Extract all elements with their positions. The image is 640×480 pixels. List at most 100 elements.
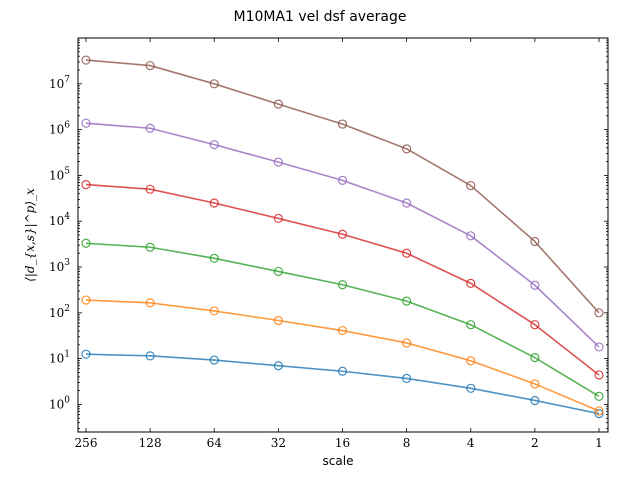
data-point [145, 123, 155, 133]
data-point [273, 315, 283, 326]
data-point [466, 278, 476, 288]
data-point [81, 238, 91, 248]
y-tick-label-exponent: 6 [64, 121, 70, 131]
data-point [273, 99, 283, 109]
data-point [402, 373, 412, 383]
y-tick-label-exponent: 0 [64, 395, 70, 405]
series-1 [81, 295, 604, 416]
x-tick-label: 128 [139, 436, 162, 450]
data-point [466, 383, 476, 393]
data-point [530, 236, 540, 247]
series-line [85, 242, 600, 398]
data-point [530, 353, 540, 363]
y-tick-label-base: 10 [49, 168, 64, 182]
chart-title: M10MA1 vel dsf average [233, 9, 406, 25]
y-tick-label-base: 10 [49, 306, 64, 320]
series-4 [81, 118, 604, 352]
data-point [81, 55, 91, 65]
data-point [530, 280, 540, 290]
y-tick-label-exponent: 7 [64, 75, 70, 85]
y-tick-label-base: 10 [49, 260, 64, 274]
y-tick-label: 100 [49, 395, 70, 411]
series-line [85, 299, 600, 412]
data-point [81, 180, 91, 190]
y-tick-label-base: 10 [49, 77, 64, 91]
data-point [145, 351, 155, 361]
y-tick-label-base: 10 [49, 123, 64, 137]
y-tick-label-exponent: 1 [64, 350, 70, 360]
data-point [530, 320, 540, 330]
y-tick-label-exponent: 5 [64, 166, 70, 176]
data-point [337, 175, 348, 185]
y-ticks [78, 37, 608, 429]
data-point [337, 229, 348, 239]
data-point [337, 280, 348, 290]
data-point [466, 231, 476, 241]
data-point [209, 140, 219, 150]
data-point [594, 409, 604, 419]
data-point [402, 144, 412, 154]
data-point [273, 213, 283, 224]
data-point [145, 184, 155, 194]
x-tick-label: 64 [207, 436, 223, 450]
data-point [209, 198, 219, 208]
y-tick-label-exponent: 3 [64, 258, 70, 268]
y-tick-label-exponent: 4 [64, 212, 70, 222]
data-point [337, 366, 348, 376]
x-tick-label: 2 [531, 436, 539, 450]
series-3 [81, 180, 604, 380]
data-point [466, 320, 476, 330]
y-axis-label: ⟨|d_{x,s}|^p⟩_x [23, 188, 37, 282]
y-tick-label: 101 [49, 350, 70, 366]
series-2 [81, 238, 604, 401]
x-tick-label: 256 [75, 436, 98, 450]
y-tick-label: 105 [49, 166, 70, 182]
data-point [209, 306, 219, 316]
data-point [81, 118, 91, 128]
y-tick-label: 102 [49, 304, 70, 320]
y-tick-label: 107 [49, 75, 70, 91]
data-point [273, 266, 283, 277]
data-point [530, 395, 540, 406]
series-0 [81, 349, 604, 419]
data-point [594, 342, 604, 352]
y-tick-label-base: 10 [49, 352, 64, 366]
data-point [594, 406, 604, 416]
x-tick-label: 16 [335, 436, 350, 450]
data-point [145, 60, 155, 71]
y-tick-label-base: 10 [49, 214, 64, 228]
data-point [145, 298, 155, 308]
y-tick-label: 106 [49, 121, 70, 137]
x-tick-label: 32 [271, 436, 286, 450]
y-tick-label: 103 [49, 258, 70, 274]
series-line [85, 59, 600, 314]
data-point [337, 325, 348, 336]
data-point [466, 356, 476, 366]
data-point [337, 119, 348, 129]
y-tick-label-base: 10 [49, 397, 64, 411]
series-line [85, 353, 600, 415]
data-point [209, 355, 219, 365]
data-point [273, 361, 283, 371]
data-point [81, 295, 91, 305]
data-point [466, 180, 476, 191]
y-tick-label-exponent: 2 [64, 304, 70, 314]
data-point [81, 349, 91, 359]
x-tick-label: 1 [595, 436, 603, 450]
data-point [209, 253, 219, 263]
data-point [402, 296, 412, 306]
series-5 [81, 55, 604, 318]
series-line [85, 122, 600, 348]
y-tick-label: 104 [49, 212, 70, 228]
data-point [594, 370, 604, 380]
data-point [145, 242, 155, 252]
data-point [594, 391, 604, 401]
x-ticks: 256 128 64 32 16 8 4 2 1 [75, 38, 603, 450]
data-point [402, 198, 412, 208]
data-point [402, 248, 412, 258]
